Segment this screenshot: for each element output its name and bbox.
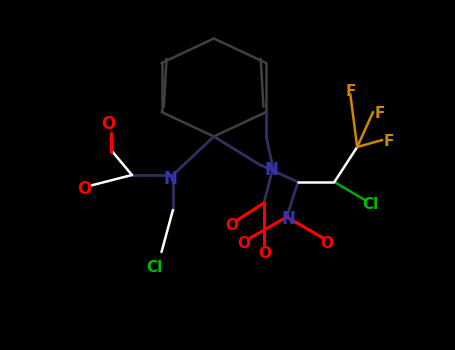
Text: O: O (101, 115, 116, 133)
Text: F: F (384, 134, 394, 149)
Text: Cl: Cl (363, 197, 379, 212)
Text: F: F (375, 106, 385, 121)
Text: Cl: Cl (147, 260, 163, 275)
Text: O: O (77, 180, 91, 198)
Text: O: O (237, 236, 250, 251)
Text: O: O (226, 218, 238, 233)
Text: N: N (265, 161, 278, 179)
Text: O: O (320, 236, 333, 251)
Text: N: N (164, 169, 177, 188)
Text: N: N (282, 210, 296, 228)
Text: F: F (346, 84, 356, 99)
Text: O: O (258, 246, 271, 261)
